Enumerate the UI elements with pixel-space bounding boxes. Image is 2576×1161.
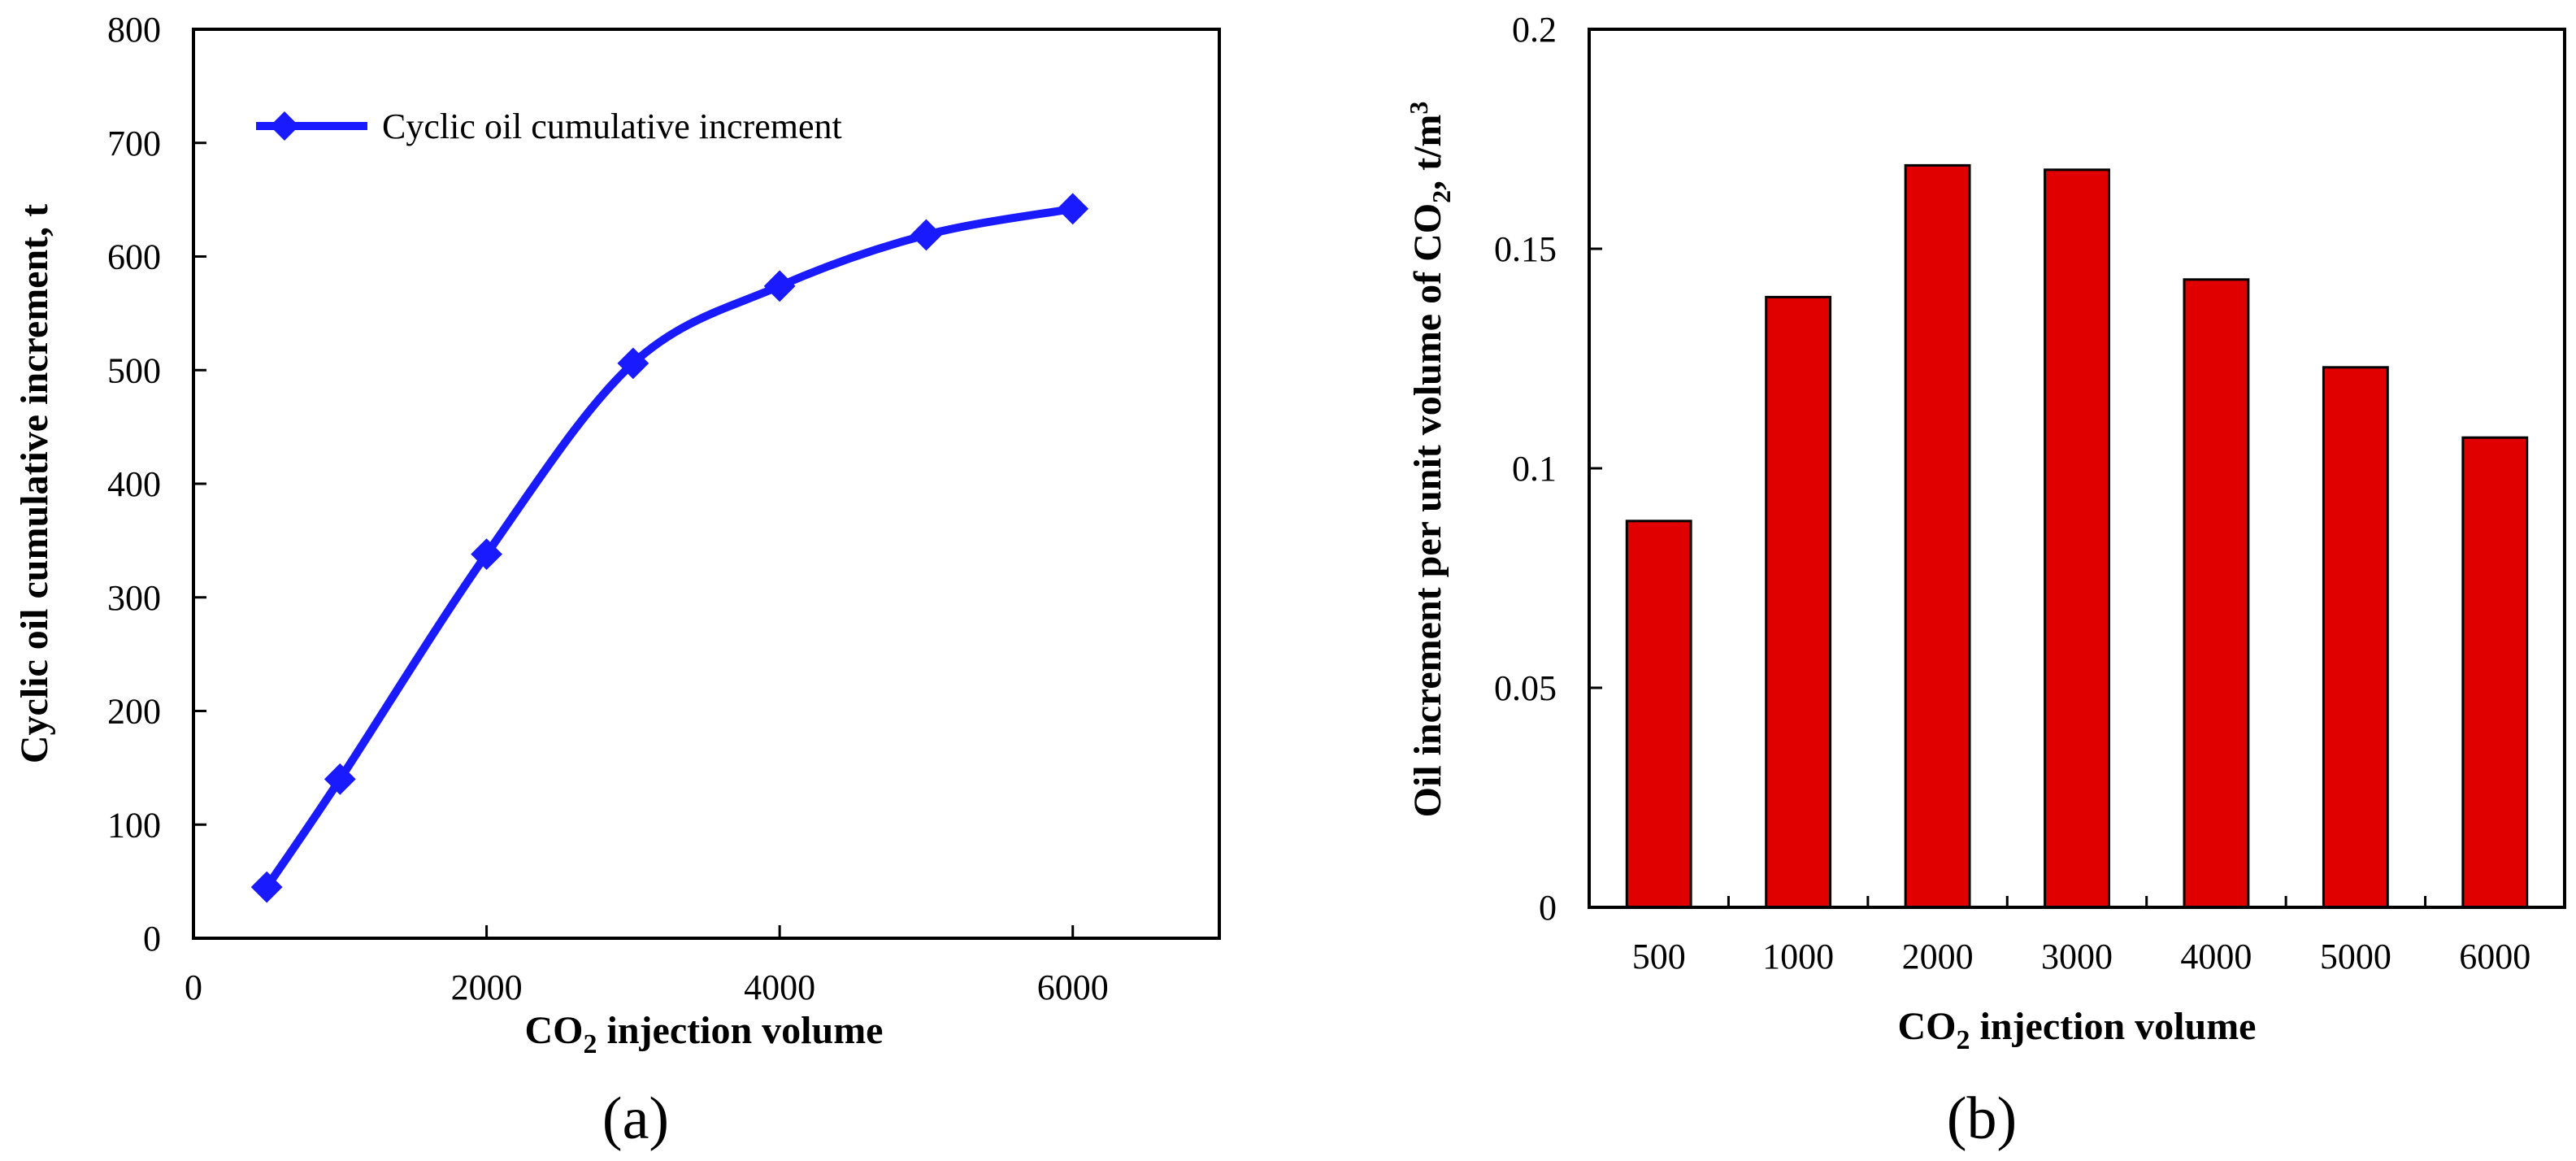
chart-a-plot-frame <box>192 28 1221 940</box>
chart-b-x-ticks: 500 1000 2000 3000 4000 5000 6000 <box>1588 896 2566 976</box>
xlabel-a-sub: 2 <box>584 1029 597 1059</box>
bar <box>1765 295 1832 909</box>
chart-a-x-axis-label: CO2 injection volume <box>525 1009 884 1059</box>
y-tick-label: 0.05 <box>1494 668 1557 708</box>
data-point-marker <box>250 871 283 903</box>
chart-b: 0 0.05 0.1 0.15 0.2 500 1000 2000 3000 4000 5000 6… <box>1404 10 2566 1152</box>
x-tick-label: 6000 <box>2459 937 2530 976</box>
x-tick-label: 2000 <box>1902 937 1974 976</box>
data-point-marker <box>910 219 942 251</box>
chart-a-x-ticks: 0 2000 4000 6000 <box>185 925 1109 1007</box>
chart-a-markers <box>250 193 1089 903</box>
y-tick-label: 600 <box>107 237 161 277</box>
xlabel-b-post: injection volume <box>1970 1005 2257 1048</box>
bar <box>1625 520 1692 909</box>
chart-b-bars <box>1625 163 2529 909</box>
data-point-marker <box>763 270 796 302</box>
y-tick-label: 500 <box>107 350 161 390</box>
legend-label: Cyclic oil cumulative increment <box>382 107 842 146</box>
chart-a-series-line <box>263 204 1077 892</box>
chart-b-y-ticks: 0 0.05 0.1 0.15 0.2 <box>1494 10 1602 928</box>
data-point-marker <box>1057 193 1089 225</box>
y-tick-label: 0.1 <box>1512 449 1557 489</box>
x-tick-label: 6000 <box>1037 968 1109 1007</box>
y-tick-label: 200 <box>107 692 161 732</box>
x-tick-label: 500 <box>1632 937 1686 976</box>
chart-a-y-ticks: 0 100 200 300 400 500 600 700 800 <box>107 10 206 959</box>
x-tick-label: 4000 <box>2180 937 2252 976</box>
x-tick-label: 4000 <box>744 968 815 1007</box>
xlabel-a-pre: CO <box>525 1009 584 1052</box>
y-tick-label: 700 <box>107 124 161 163</box>
data-point-marker <box>324 763 356 795</box>
y-tick-label: 400 <box>107 464 161 504</box>
x-tick-label: 3000 <box>2041 937 2113 976</box>
chart-b-panel-label: (b) <box>1947 1085 2017 1152</box>
x-tick-label: 5000 <box>2320 937 2391 976</box>
y-tick-label: 300 <box>107 578 161 618</box>
chart-b-y-axis-label: Oil increment per unit volume of CO2, t/… <box>1404 102 1456 818</box>
bar <box>2322 366 2389 909</box>
ylabel-b-sup: 3 <box>1404 102 1433 115</box>
data-point-marker <box>471 538 502 571</box>
x-tick-label: 1000 <box>1762 937 1834 976</box>
xlabel-a-post: injection volume <box>597 1009 884 1052</box>
xlabel-b-sub: 2 <box>1957 1025 1970 1055</box>
y-tick-label: 0 <box>143 919 161 959</box>
y-tick-label: 0.15 <box>1494 229 1557 269</box>
xlabel-b-pre: CO <box>1898 1005 1957 1048</box>
ylabel-b-sub: 2 <box>1427 190 1456 203</box>
bar <box>2461 436 2529 909</box>
bar <box>1904 163 1971 909</box>
y-tick-label: 0 <box>1539 888 1557 928</box>
y-tick-label: 100 <box>107 805 161 845</box>
ylabel-b-pre: Oil increment per unit volume of CO <box>1406 203 1449 818</box>
x-tick-label: 2000 <box>451 968 523 1007</box>
data-point-marker <box>617 347 649 380</box>
ylabel-b-post: , t/m <box>1406 115 1449 190</box>
chart-b-x-axis-label: CO2 injection volume <box>1898 1005 2257 1055</box>
y-tick-label: 0.2 <box>1512 10 1557 50</box>
chart-a-legend: Cyclic oil cumulative increment <box>256 107 842 146</box>
chart-a-panel-label: (a) <box>602 1085 669 1152</box>
y-tick-label: 800 <box>107 10 161 50</box>
chart-a-y-axis-label: Cyclic oil cumulative increment, t <box>13 204 56 763</box>
bar <box>2044 168 2110 909</box>
x-tick-label: 0 <box>185 968 202 1007</box>
legend-marker-icon <box>270 111 299 141</box>
bar <box>2183 278 2250 909</box>
